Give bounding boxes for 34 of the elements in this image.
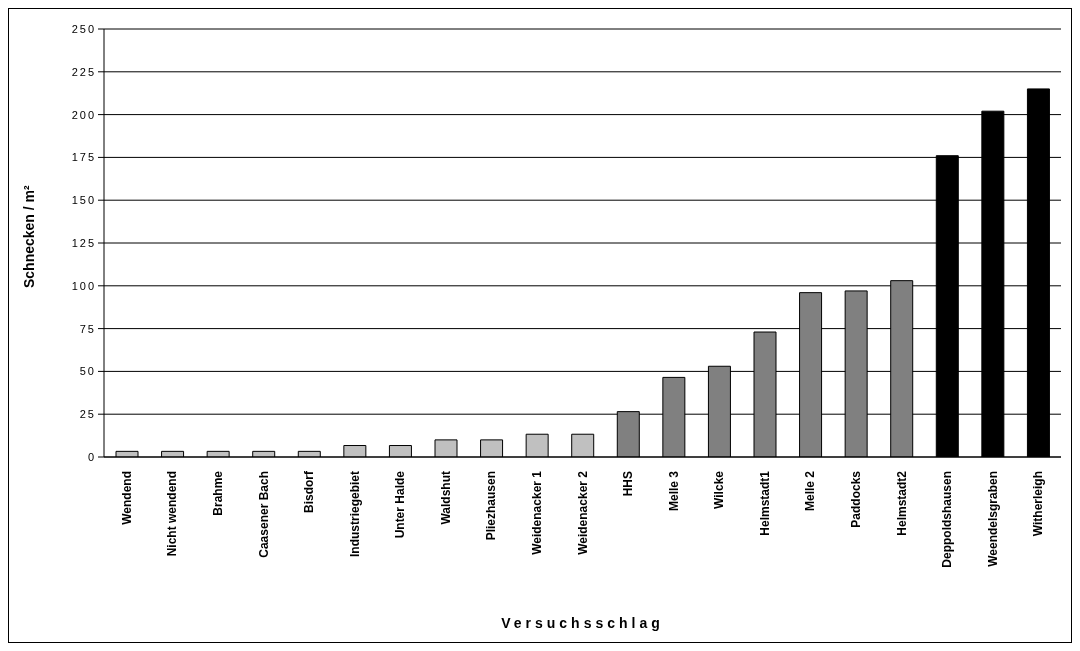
y-tick-label: 250 bbox=[71, 22, 96, 35]
y-tick-label: 225 bbox=[71, 65, 96, 78]
x-tick-label: Industriegebiet bbox=[347, 471, 362, 558]
x-tick-label: Wilcke bbox=[712, 470, 727, 509]
x-tick-label: Caasener Bach bbox=[256, 471, 271, 558]
x-tick-label: Paddocks bbox=[848, 470, 863, 528]
y-tick-label: 175 bbox=[71, 151, 96, 164]
x-tick-label: Weidenacker 2 bbox=[575, 470, 590, 555]
x-tick-label: Brahme bbox=[210, 470, 225, 516]
y-tick-label: 150 bbox=[71, 194, 96, 207]
x-tick-label: HHS bbox=[621, 471, 636, 497]
y-axis-title: Schnecken / m² bbox=[20, 184, 37, 288]
y-tick-label: 125 bbox=[71, 236, 96, 249]
x-tick-label: Nicht wendend bbox=[165, 471, 180, 557]
x-tick-label: Pliezhausen bbox=[484, 471, 499, 541]
x-tick-label: Helmstadt1 bbox=[757, 470, 772, 536]
x-tick-label: Melle 2 bbox=[803, 470, 818, 512]
y-tick-label: 75 bbox=[79, 322, 96, 335]
x-tick-label: Helmstadt2 bbox=[894, 470, 909, 536]
y-tick-label: 50 bbox=[79, 365, 96, 378]
x-tick-label: Deppoldshausen bbox=[940, 471, 955, 568]
x-tick-label: Unter Halde bbox=[393, 470, 408, 539]
y-tick-label: 100 bbox=[71, 279, 96, 292]
x-axis-title: Versuchsschlag bbox=[501, 615, 664, 631]
y-tick-label: 25 bbox=[79, 408, 96, 421]
x-tick-label: Wendend bbox=[119, 471, 134, 525]
x-tick-label: Waldshut bbox=[438, 471, 453, 525]
y-tick-label: 0 bbox=[87, 450, 96, 463]
x-tick-label: Bisdorf bbox=[302, 470, 317, 513]
y-tick-label: 200 bbox=[71, 108, 96, 121]
x-tick-label: Weidenacker 1 bbox=[529, 470, 544, 555]
x-tick-label: Weendelsgraben bbox=[985, 471, 1000, 567]
x-tick-label: Melle 3 bbox=[666, 470, 681, 512]
x-tick-label: Witherleigh bbox=[1031, 471, 1046, 537]
